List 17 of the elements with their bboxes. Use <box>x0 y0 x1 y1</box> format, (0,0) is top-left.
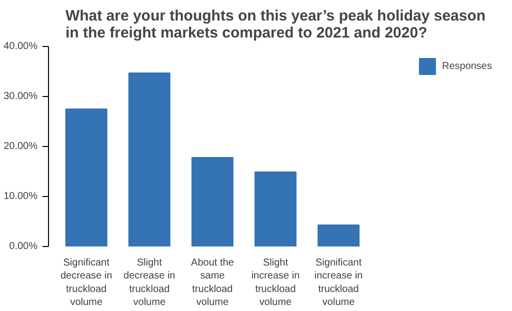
y-tick-label: 10.00% <box>4 191 38 202</box>
y-tick-label: 30.00% <box>4 91 38 102</box>
bar <box>128 72 170 246</box>
bar <box>254 172 296 246</box>
x-tick-label: Slight increase in truckload volume <box>251 258 300 308</box>
bar <box>65 108 108 246</box>
y-tick-label: 0.00% <box>9 241 38 252</box>
chart-title: What are your thoughts on this year’s peak holiday season in the freight markets compared to 2021 and 2020? <box>65 8 486 42</box>
bar <box>318 224 360 246</box>
legend-label: Responses <box>442 60 492 72</box>
x-tick-label: Significant increase in truckload volume <box>314 258 363 308</box>
x-tick-label: About the same truckload volume <box>191 258 234 308</box>
x-tick-label: Significant decrease in truckload volume <box>60 258 112 308</box>
y-tick-label: 40.00% <box>4 41 38 52</box>
bar <box>191 157 234 246</box>
x-tick-label: Slight decrease in truckload volume <box>124 258 176 308</box>
y-tick-label: 20.00% <box>4 141 38 152</box>
